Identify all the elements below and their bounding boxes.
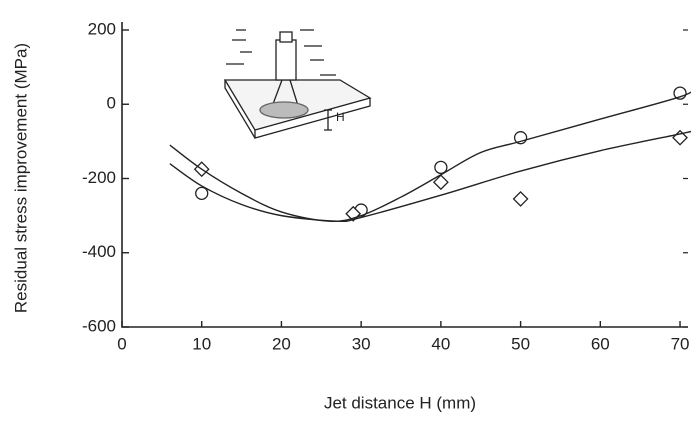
y-tick-label: -400 xyxy=(82,242,116,261)
x-tick-label: 0 xyxy=(117,334,126,353)
x-tick-label: 70 xyxy=(671,334,690,353)
y-tick-label: 0 xyxy=(107,94,116,113)
x-tick-label: 20 xyxy=(272,334,291,353)
axis-frame xyxy=(121,22,688,328)
x-tick-label: 40 xyxy=(431,334,450,353)
svg-text:H: H xyxy=(336,110,345,124)
x-tick-label: 60 xyxy=(591,334,610,353)
x-tick-label: 50 xyxy=(511,334,530,353)
inset-illustration: H xyxy=(223,29,372,139)
x-axis-label: Jet distance H (mm) xyxy=(324,393,476,412)
x-tick-label: 30 xyxy=(352,334,371,353)
x-tick-label: 10 xyxy=(192,334,211,353)
data-point xyxy=(432,174,449,191)
data-point xyxy=(434,160,448,175)
data-point xyxy=(195,186,209,201)
y-tick-label: -600 xyxy=(82,316,116,335)
fit-curve xyxy=(169,130,691,223)
data-point xyxy=(345,205,362,222)
fit-curve xyxy=(169,91,691,222)
data-point xyxy=(512,190,529,207)
y-tick-label: 200 xyxy=(88,19,116,38)
y-tick-label: -200 xyxy=(82,168,116,187)
y-axis-label: Residual stress improvement (MPa) xyxy=(11,43,30,313)
